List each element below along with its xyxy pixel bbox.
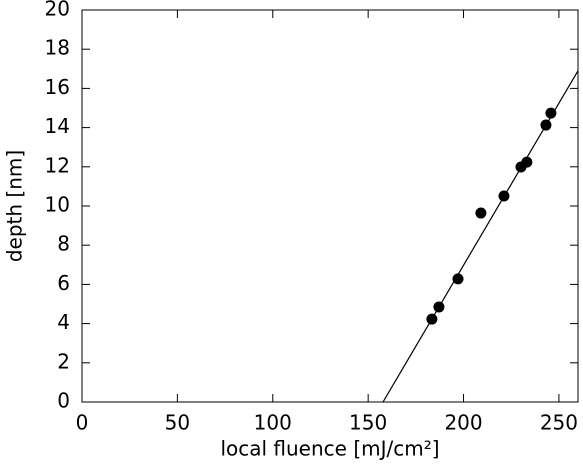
data-point — [545, 107, 557, 119]
y-tick-label: 2 — [57, 349, 70, 373]
plot-frame — [81, 9, 579, 403]
x-tick-label: 50 — [165, 411, 190, 435]
x-tick-label: 150 — [349, 411, 387, 435]
y-tick-label: 16 — [45, 75, 70, 99]
data-point — [521, 156, 533, 168]
y-tick-label: 18 — [45, 36, 70, 60]
y-tick-label: 20 — [45, 0, 70, 21]
data-point — [433, 301, 445, 313]
y-tick-label: 4 — [57, 310, 70, 334]
data-point — [452, 273, 464, 285]
y-tick-label: 10 — [45, 193, 70, 217]
y-tick-label: 14 — [45, 114, 70, 138]
x-tick-label: 0 — [76, 411, 89, 435]
data-point — [498, 190, 510, 202]
y-tick-label: 8 — [57, 232, 70, 256]
data-point — [426, 313, 438, 325]
y-tick-label: 12 — [45, 153, 70, 177]
x-axis-label: local fluence [mJ/cm²] — [220, 437, 439, 461]
x-tick-label: 250 — [540, 411, 578, 435]
data-point — [475, 207, 487, 219]
y-axis-label: depth [nm] — [3, 150, 27, 262]
x-tick-label: 200 — [444, 411, 482, 435]
x-tick-label: 100 — [254, 411, 292, 435]
y-tick-label: 6 — [57, 271, 70, 295]
y-tick-label: 0 — [57, 389, 70, 413]
data-point — [540, 119, 552, 131]
